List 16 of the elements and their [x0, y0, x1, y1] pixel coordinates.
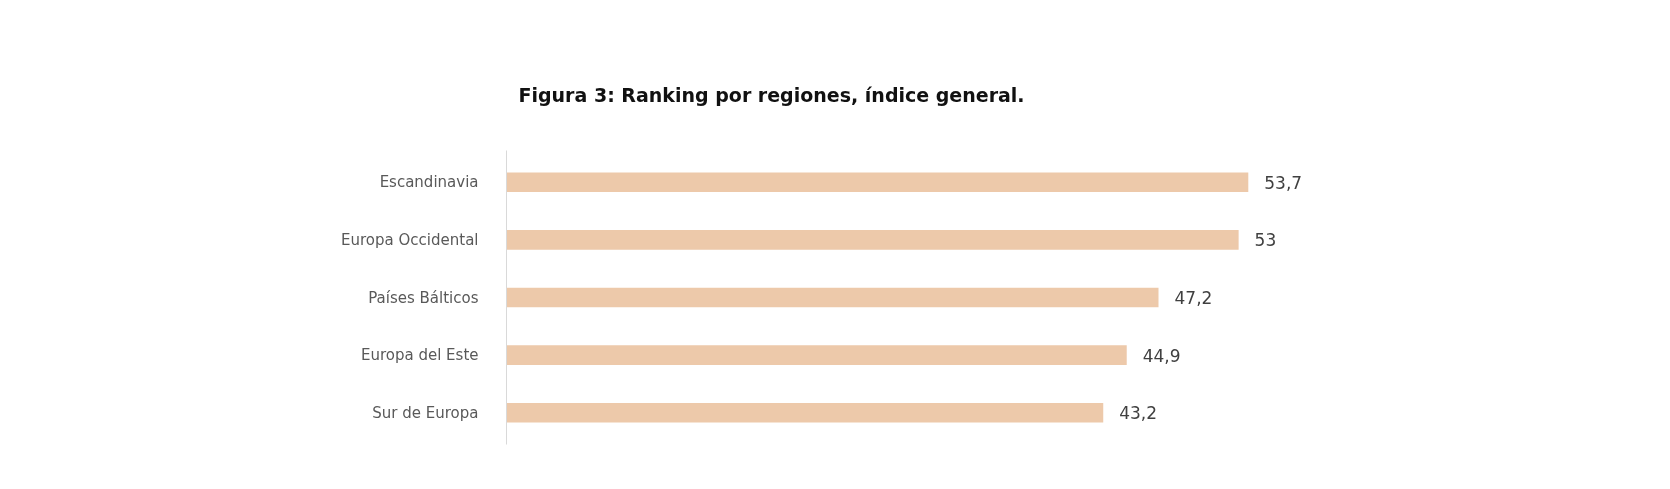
- bar: [506, 172, 1249, 193]
- y-tick-label: Europa Occidental: [341, 230, 479, 249]
- data-label: 53,7: [1264, 172, 1303, 193]
- y-tick-label: Países Bálticos: [368, 288, 479, 307]
- bar: [506, 230, 1239, 250]
- y-tick-label: Europa del Este: [360, 346, 479, 365]
- y-tick-label: Sur de Europa: [372, 403, 479, 422]
- data-label: 44,9: [1142, 345, 1181, 366]
- data-label: 53: [1254, 230, 1277, 251]
- data-label: 47,2: [1174, 288, 1213, 308]
- chart-title: Figura 3: Ranking por regiones, índice general.: [518, 83, 1025, 106]
- bar: [506, 345, 1127, 365]
- data-label: 43,2: [1119, 403, 1158, 424]
- bar: [506, 402, 1104, 423]
- bar: [506, 287, 1159, 308]
- y-tick-label: Escandinavia: [379, 173, 479, 192]
